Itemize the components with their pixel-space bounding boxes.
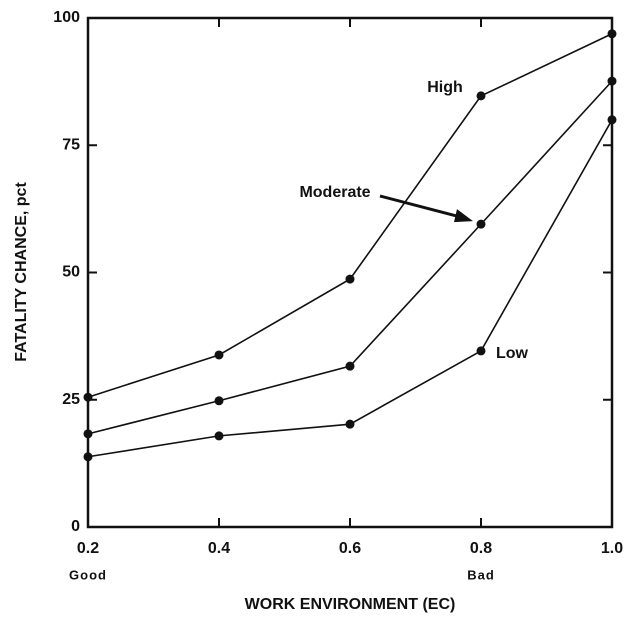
y-axis-label: FATALITY CHANCE, pct	[13, 182, 30, 362]
x-axis-label: WORK ENVIRONMENT (EC)	[245, 596, 456, 613]
data-point	[83, 452, 93, 462]
series-label: Low	[496, 345, 529, 362]
series-line	[87, 33, 613, 398]
y-tick-label: 75	[62, 136, 80, 153]
annotation-arrow	[379, 194, 466, 220]
data-point	[607, 76, 617, 86]
plot-frame	[86, 16, 614, 529]
x-tick-label: 0.4	[208, 540, 230, 557]
series-line	[87, 119, 613, 458]
data-point	[607, 29, 617, 39]
data-point	[345, 274, 355, 284]
data-point	[476, 219, 486, 229]
x-tick-sublabel: Good	[69, 567, 107, 582]
x-tick-label: 1.0	[601, 540, 623, 557]
data-point	[214, 396, 224, 406]
x-tick-label: 0.8	[470, 540, 492, 557]
data-point	[345, 419, 355, 429]
series-label: Moderate	[299, 184, 370, 201]
y-tick-label: 50	[62, 264, 80, 281]
data-point	[476, 346, 486, 356]
data-point	[83, 392, 93, 402]
y-tick-label: 0	[71, 518, 80, 535]
y-tick-label: 25	[62, 391, 80, 408]
data-point	[214, 350, 224, 360]
x-tick-label: 0.2	[77, 540, 99, 557]
data-point	[607, 115, 617, 125]
annotation-arrowhead	[454, 209, 473, 223]
x-tick-sublabel: Bad	[467, 567, 495, 582]
data-point	[476, 91, 486, 101]
data-point	[83, 429, 93, 439]
data-point	[345, 361, 355, 371]
x-tick-label: 0.6	[339, 540, 361, 557]
data-point	[214, 431, 224, 441]
y-tick-label: 100	[53, 9, 80, 26]
series-label: High	[427, 79, 463, 96]
